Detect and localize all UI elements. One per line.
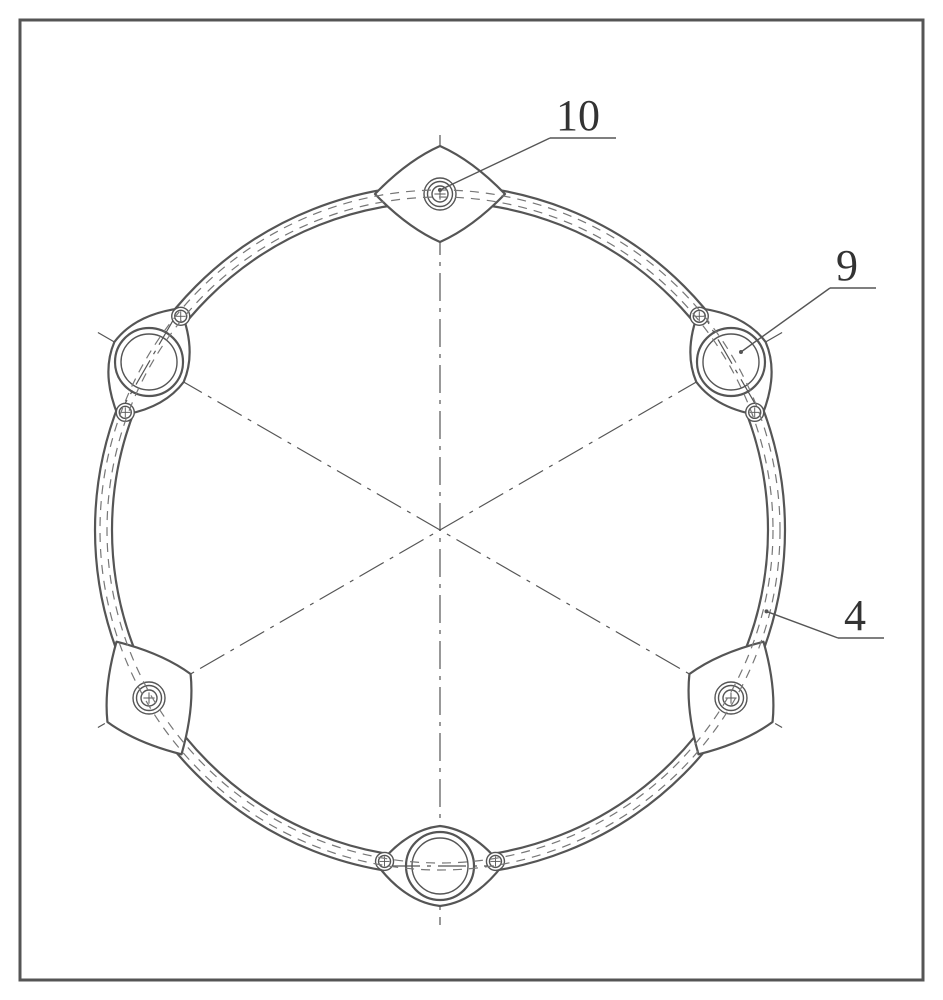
leader-dot: [765, 609, 769, 613]
label-9: 9: [836, 240, 858, 291]
leader-line: [741, 288, 830, 352]
leader-dot: [438, 188, 442, 192]
label-4: 4: [844, 590, 866, 641]
label-10: 10: [556, 90, 600, 141]
leader-line: [767, 611, 838, 638]
engineering-diagram: [0, 0, 943, 1000]
leader-dot: [739, 350, 743, 354]
